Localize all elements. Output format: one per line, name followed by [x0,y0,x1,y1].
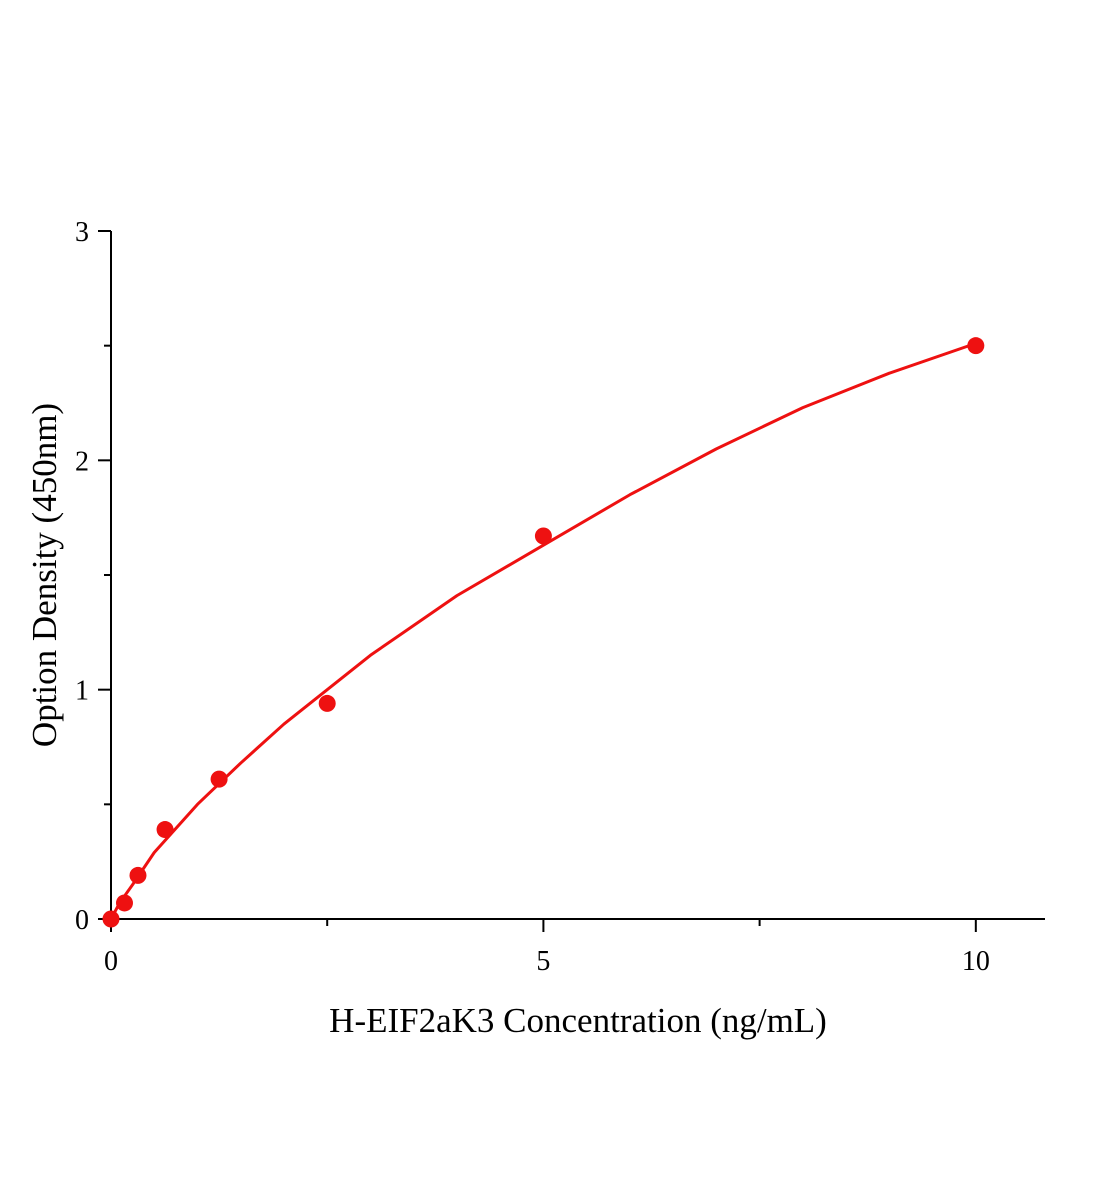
y-tick-label: 1 [75,676,89,707]
data-point [210,770,228,788]
x-axis-title: H-EIF2aK3 Concentration (ng/mL) [329,1001,827,1040]
y-tick-label: 3 [75,217,89,248]
y-tick-label: 2 [75,446,89,477]
y-axis-title: Option Density (450nm) [25,403,64,747]
data-point [102,910,120,928]
fit-curve [109,341,977,920]
x-tick-label: 10 [962,946,990,977]
data-point [318,694,336,712]
data-point [129,866,147,884]
data-point [115,894,133,912]
y-tick-label: 0 [75,905,89,936]
data-point [534,527,552,545]
x-tick-label: 5 [536,946,550,977]
x-tick-label: 0 [104,946,118,977]
data-point [156,821,174,839]
data-point [967,337,985,355]
